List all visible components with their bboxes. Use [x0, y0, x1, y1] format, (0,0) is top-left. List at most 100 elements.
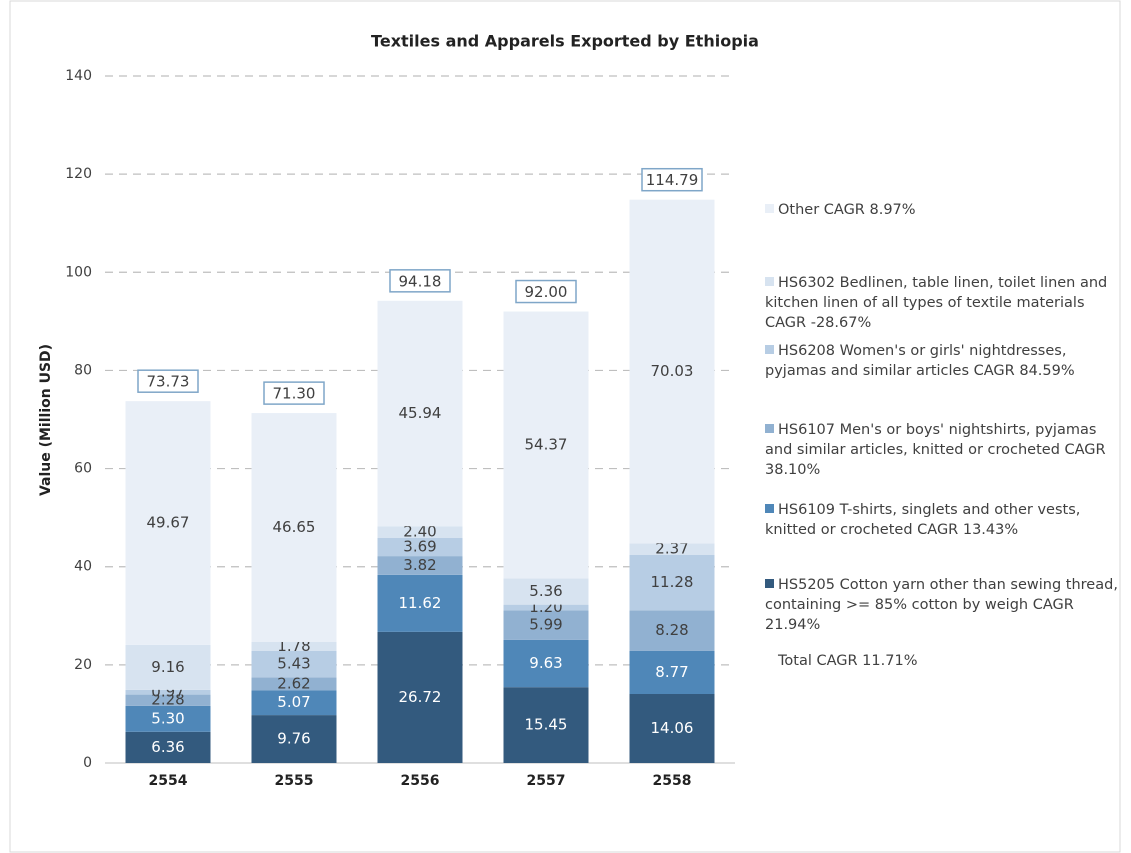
data-label: 49.67: [147, 514, 190, 532]
data-label: 3.82: [403, 556, 436, 574]
data-label: 45.94: [399, 404, 442, 422]
data-label: 70.03: [651, 362, 694, 380]
legend-item: HS6208 Women's or girls' nightdresses, p…: [765, 341, 1125, 381]
y-axis-label: Value (Million USD): [38, 344, 54, 496]
legend-text: HS5205 Cotton yarn other than sewing thr…: [765, 577, 1118, 633]
total-label: 73.73: [147, 373, 190, 391]
bar-segment: [251, 413, 337, 642]
legend-swatch: [765, 277, 774, 286]
chart-title: Textiles and Apparels Exported by Ethiop…: [371, 32, 759, 51]
bar-segment: [503, 604, 589, 611]
legend-item: HS6109 T-shirts, singlets and other vest…: [765, 500, 1125, 540]
legend-swatch: [765, 579, 774, 588]
bar-segment: [629, 199, 715, 544]
data-label: 9.16: [151, 658, 184, 676]
data-label: 9.76: [277, 730, 310, 748]
bar-segment: [377, 574, 463, 632]
data-label: 5.30: [151, 709, 184, 727]
bar-segment: [125, 644, 211, 690]
x-tick-label: 2556: [401, 773, 440, 789]
y-tick-label: 100: [65, 264, 92, 280]
legend-text: HS6109 T-shirts, singlets and other vest…: [765, 502, 1081, 538]
bar-segment: [377, 526, 463, 539]
data-label: 9.63: [529, 654, 562, 672]
bar-segment: [377, 631, 463, 763]
bar-segment: [629, 543, 715, 555]
data-label: 8.77: [655, 663, 688, 681]
data-label: 11.28: [651, 573, 694, 591]
legend-item: HS5205 Cotton yarn other than sewing thr…: [765, 575, 1125, 635]
total-box: [641, 167, 703, 192]
legend-note: Total CAGR 11.71%: [778, 653, 918, 669]
data-label: 5.99: [529, 616, 562, 634]
bar-segment: [503, 687, 589, 763]
x-tick-label: 2555: [275, 773, 314, 789]
legend-swatch: [765, 424, 774, 433]
bar-segment: [377, 556, 463, 575]
data-label: 2.28: [151, 691, 184, 709]
data-label: 5.07: [277, 693, 310, 711]
legend-swatch: [765, 345, 774, 354]
total-label: 114.79: [646, 171, 699, 189]
total-label: 92.00: [525, 283, 568, 301]
data-label: 11.62: [399, 594, 442, 612]
legend-item: HS6302 Bedlinen, table linen, toilet lin…: [765, 273, 1125, 333]
bar-segment: [125, 731, 211, 763]
bar-segment: [251, 690, 337, 716]
data-label: 6.36: [151, 738, 184, 756]
bar-segment: [251, 650, 337, 678]
data-label: 2.40: [403, 523, 436, 541]
legend-item: Other CAGR 8.97%: [765, 200, 1125, 220]
bar-segment: [503, 311, 589, 579]
y-tick-label: 80: [74, 362, 92, 378]
bar-segment: [629, 694, 715, 763]
bar-segment: [629, 650, 715, 695]
bar-segment: [251, 677, 337, 691]
data-label: 46.65: [273, 518, 316, 536]
y-tick-label: 140: [65, 68, 92, 84]
chart-frame: [9, 0, 1121, 853]
total-label: 71.30: [273, 385, 316, 403]
legend-text: Other CAGR 8.97%: [778, 202, 916, 218]
x-tick-label: 2558: [653, 773, 692, 789]
bar-segment: [503, 610, 589, 640]
data-label: 2.62: [277, 674, 310, 692]
bar-segment: [503, 578, 589, 605]
legend-swatch: [765, 504, 774, 513]
legend-text: HS6107 Men's or boys' nightshirts, pyjam…: [765, 422, 1106, 478]
data-label: 26.72: [399, 688, 442, 706]
legend-item: HS6107 Men's or boys' nightshirts, pyjam…: [765, 420, 1125, 480]
legend-text: HS6302 Bedlinen, table linen, toilet lin…: [765, 275, 1108, 331]
data-label: 54.37: [525, 435, 568, 453]
bar-segment: [503, 639, 589, 688]
data-label: 3.69: [403, 538, 436, 556]
y-tick-label: 20: [74, 657, 92, 673]
y-tick-label: 40: [74, 559, 92, 575]
bar-segment: [125, 705, 211, 732]
data-label: 2.37: [655, 540, 688, 558]
total-label: 94.18: [399, 272, 442, 290]
bar-segment: [251, 641, 337, 651]
y-tick-label: 60: [74, 461, 92, 477]
total-box: [389, 269, 451, 293]
total-box: [137, 369, 199, 393]
bar-segment: [629, 554, 715, 611]
data-label: 8.28: [655, 621, 688, 639]
data-label: 15.45: [525, 716, 568, 734]
bar-segment: [629, 610, 715, 651]
bar-segment: [125, 694, 211, 706]
y-tick-label: 120: [65, 166, 92, 182]
legend-text: HS6208 Women's or girls' nightdresses, p…: [765, 343, 1075, 379]
data-label: 14.06: [651, 719, 694, 737]
x-tick-label: 2557: [527, 773, 566, 789]
bar-segment: [125, 401, 211, 645]
legend-swatch: [765, 204, 774, 213]
total-box: [515, 279, 577, 304]
data-label: 5.36: [529, 582, 562, 600]
y-tick-label: 0: [83, 755, 92, 771]
data-label: 5.43: [277, 655, 310, 673]
total-box: [263, 381, 325, 405]
bar-segment: [377, 538, 463, 557]
